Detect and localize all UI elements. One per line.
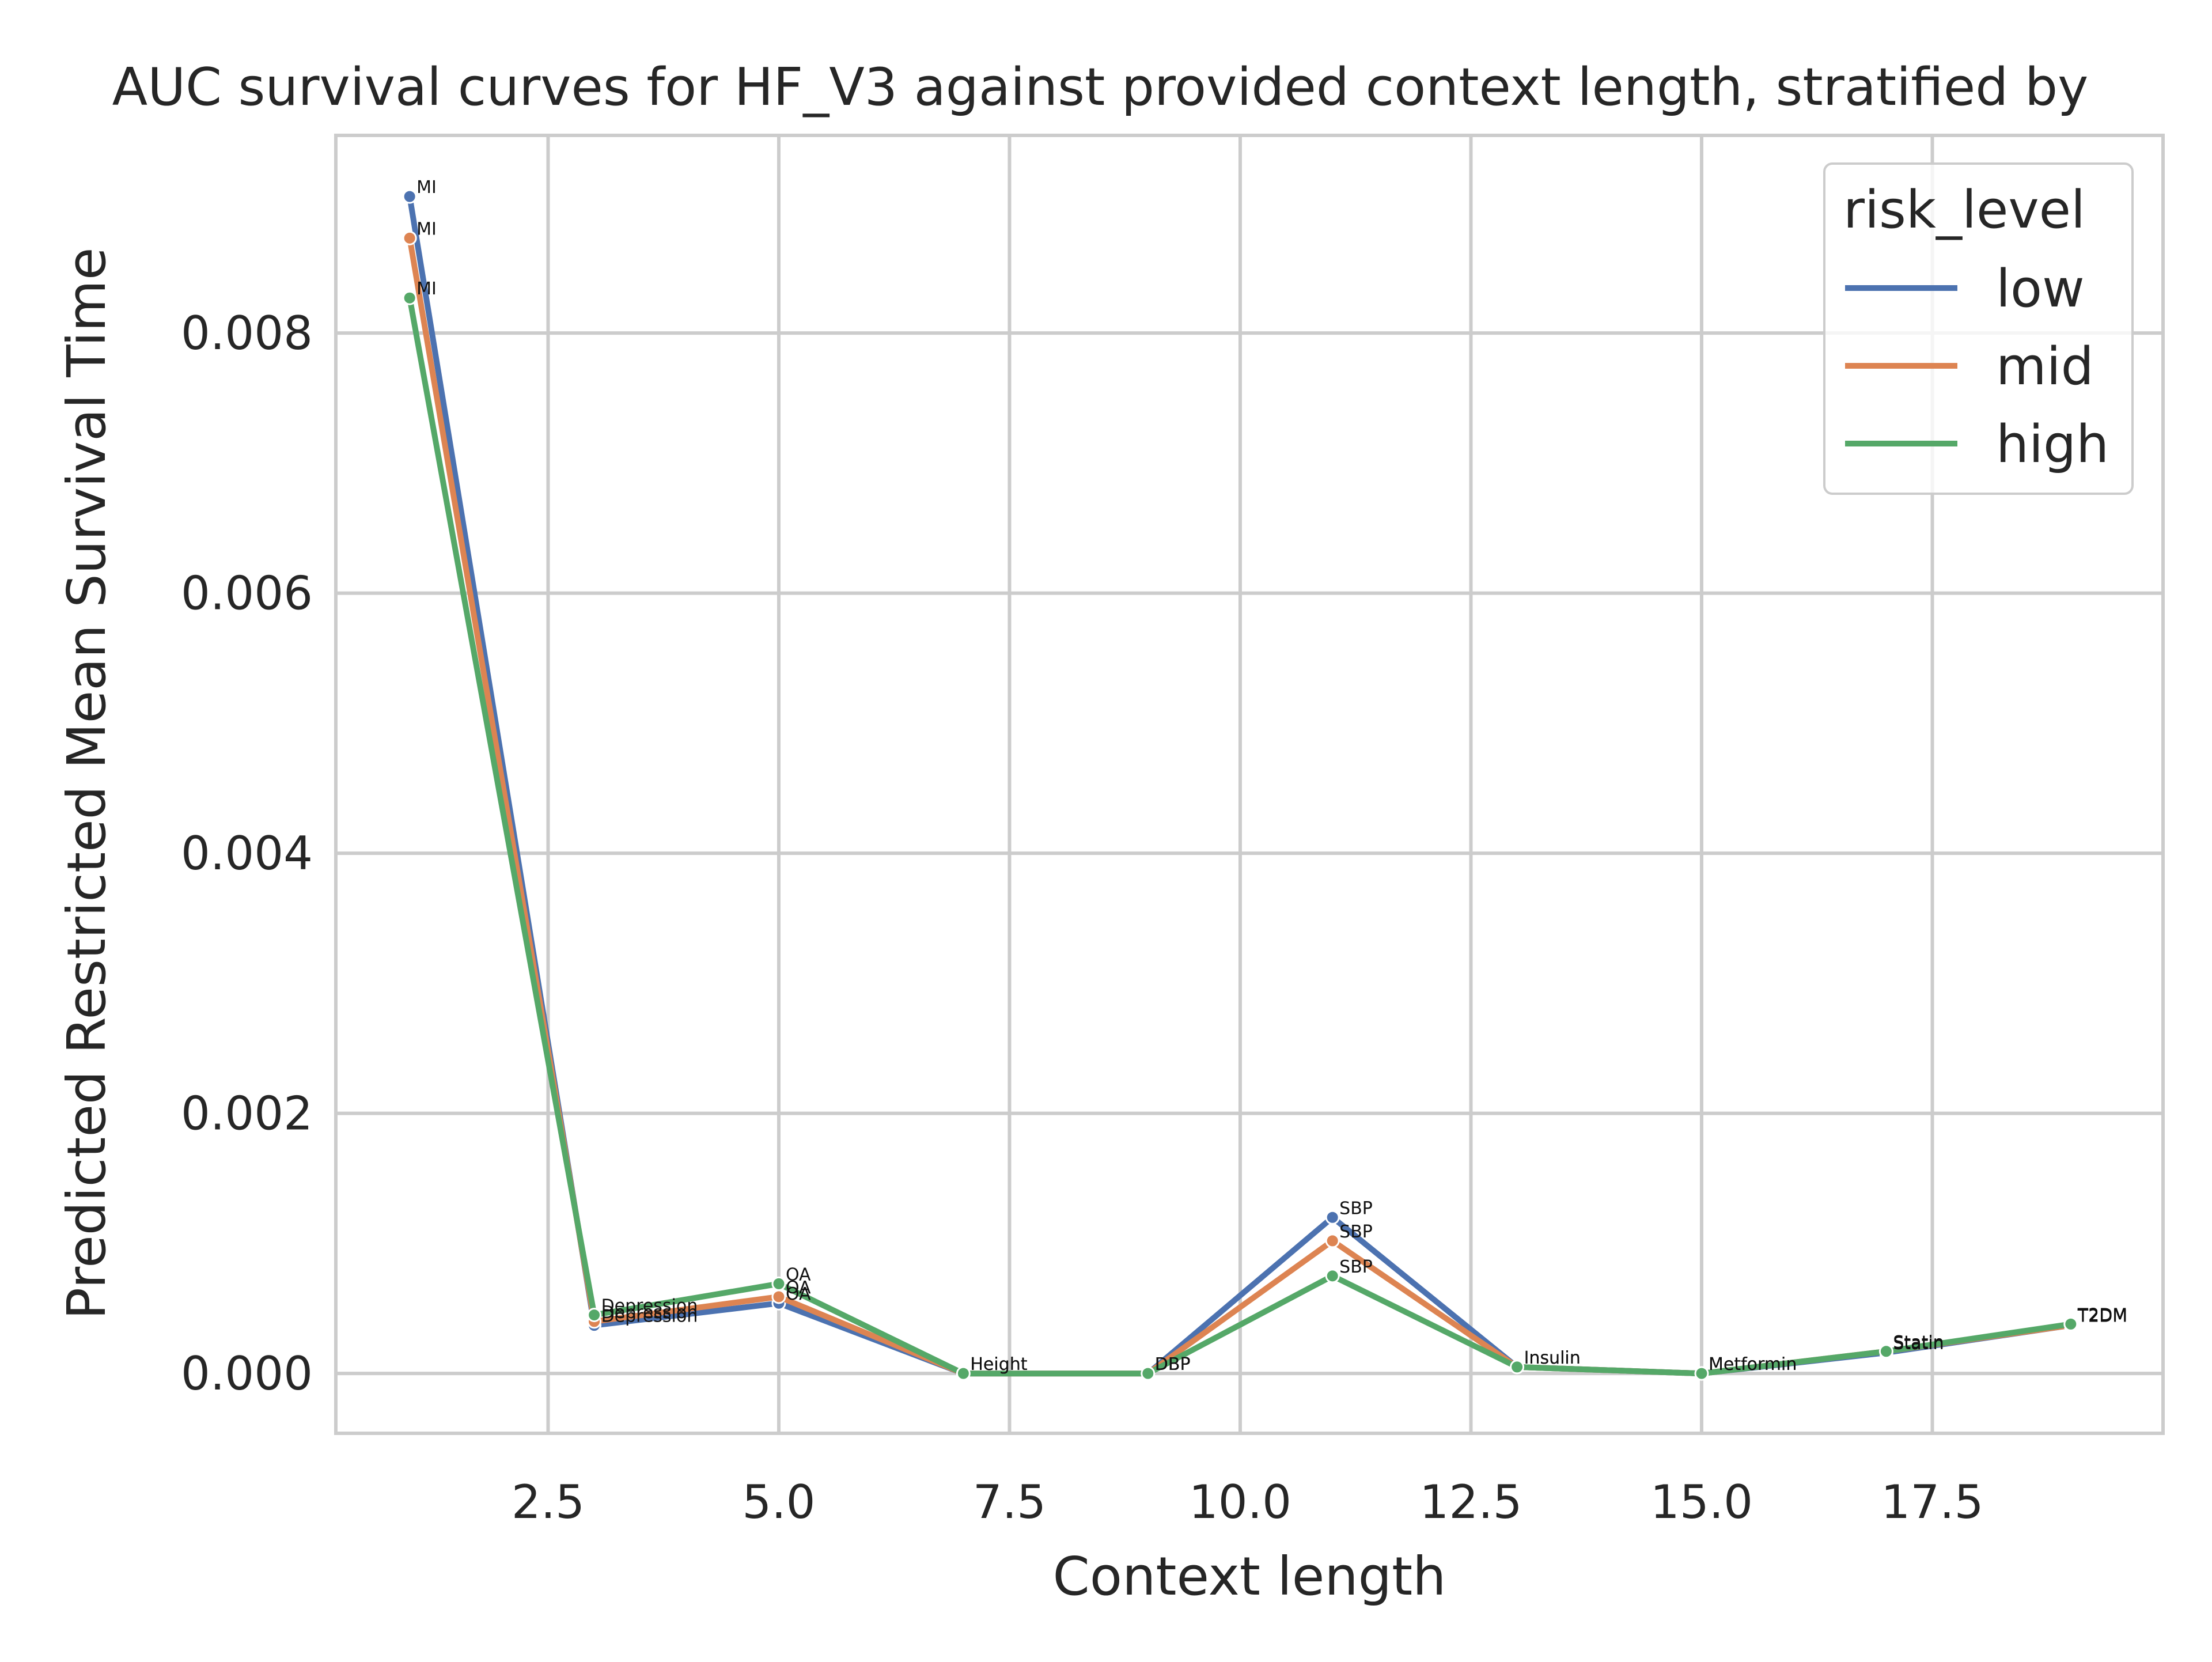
point-label: MI — [416, 177, 437, 198]
point-label: OA — [786, 1265, 811, 1285]
point-label: SBP — [1339, 1222, 1373, 1242]
y-tick-label: 0.006 — [181, 567, 313, 620]
point-label: OA — [786, 1278, 811, 1298]
point-label: Metformin — [1709, 1354, 1797, 1375]
legend-label: mid — [1996, 336, 2094, 397]
point-label: Insulin — [1524, 1348, 1581, 1368]
series-line-high — [407, 295, 2074, 1377]
data-point — [402, 189, 417, 204]
y-tick-label: 0.002 — [181, 1087, 313, 1141]
y-tick-label: 0.008 — [181, 306, 313, 360]
point-label: Depression — [601, 1296, 698, 1316]
point-label: SBP — [1339, 1198, 1373, 1218]
point-label: Height — [970, 1354, 1027, 1375]
point-label: Depression — [601, 1307, 698, 1327]
legend-items: low mid high — [1845, 259, 2109, 475]
y-tick-label: 0.000 — [181, 1347, 313, 1400]
data-point — [1325, 1269, 1340, 1284]
legend-title: risk_level — [1843, 180, 2085, 240]
point-label: Metformin — [1709, 1354, 1797, 1375]
data-point — [587, 1308, 602, 1323]
point-label: Insulin — [1524, 1348, 1581, 1368]
x-tick-label: 10.0 — [1189, 1475, 1291, 1529]
point-label: SBP — [1339, 1257, 1373, 1277]
point-label: T2DM — [2077, 1307, 2127, 1327]
data-point — [1510, 1360, 1525, 1375]
point-label: DBP — [1155, 1354, 1191, 1375]
point-label: Statin — [1893, 1334, 1944, 1354]
point-label: T2DM — [2077, 1305, 2127, 1325]
data-point — [1878, 1344, 1893, 1359]
point-label: Insulin — [1524, 1348, 1581, 1368]
point-label: DBP — [1155, 1354, 1191, 1375]
legend: risk_level low mid high — [1823, 162, 2134, 495]
data-point — [771, 1276, 786, 1291]
legend-item-low: low — [1845, 259, 2085, 319]
y-tick-label: 0.004 — [181, 827, 313, 880]
plot-frame — [334, 134, 2165, 1435]
point-label: Statin — [1893, 1332, 1944, 1353]
data-point — [956, 1366, 971, 1381]
legend-item-mid: mid — [1845, 336, 2094, 397]
point-label: MI — [416, 279, 437, 299]
legend-item-high: high — [1845, 414, 2109, 475]
point-label: Metformin — [1709, 1354, 1797, 1375]
x-axis-label: Context length — [1053, 1546, 1446, 1607]
data-point — [402, 230, 417, 245]
point-label: DBP — [1155, 1354, 1191, 1375]
series-layer — [402, 189, 2078, 1381]
x-tick-label: 12.5 — [1419, 1475, 1522, 1529]
x-tick-label: 2.5 — [512, 1475, 585, 1529]
x-tick-label: 5.0 — [742, 1475, 815, 1529]
chart-title: AUC survival curves for HF_V3 against pr… — [112, 57, 2089, 118]
x-tick-label: 15.0 — [1650, 1475, 1753, 1529]
data-point — [402, 290, 417, 305]
point-label: Depression — [601, 1303, 698, 1323]
point-label: MI — [416, 219, 437, 239]
tick-labels: 2.5 5.0 7.5 10.0 12.5 15.0 17.5 0.000 0.002 0.004… — [181, 306, 1984, 1529]
point-label: OA — [786, 1284, 811, 1304]
data-point — [1325, 1233, 1340, 1248]
data-point — [1141, 1366, 1156, 1381]
data-point — [2063, 1316, 2078, 1331]
point-label: Statin — [1893, 1332, 1944, 1353]
point-label: T2DM — [2077, 1307, 2127, 1327]
x-tick-label: 7.5 — [973, 1475, 1046, 1529]
data-point — [1694, 1366, 1709, 1381]
point-labels: MI Depression OA Height DBP SBP Insulin Metform… — [416, 177, 2127, 1375]
data-point — [1325, 1210, 1340, 1225]
legend-label: low — [1996, 259, 2085, 319]
y-axis-label: Predicted Restricted Mean Survival Time — [56, 247, 118, 1319]
data-point — [771, 1289, 786, 1304]
point-label: Height — [970, 1354, 1027, 1375]
legend-box — [1823, 162, 2134, 495]
point-label: Height — [970, 1354, 1027, 1375]
legend-label: high — [1996, 414, 2109, 475]
series-high — [402, 290, 2078, 1381]
grid-layer — [336, 135, 2163, 1433]
x-tick-label: 17.5 — [1881, 1475, 1983, 1529]
